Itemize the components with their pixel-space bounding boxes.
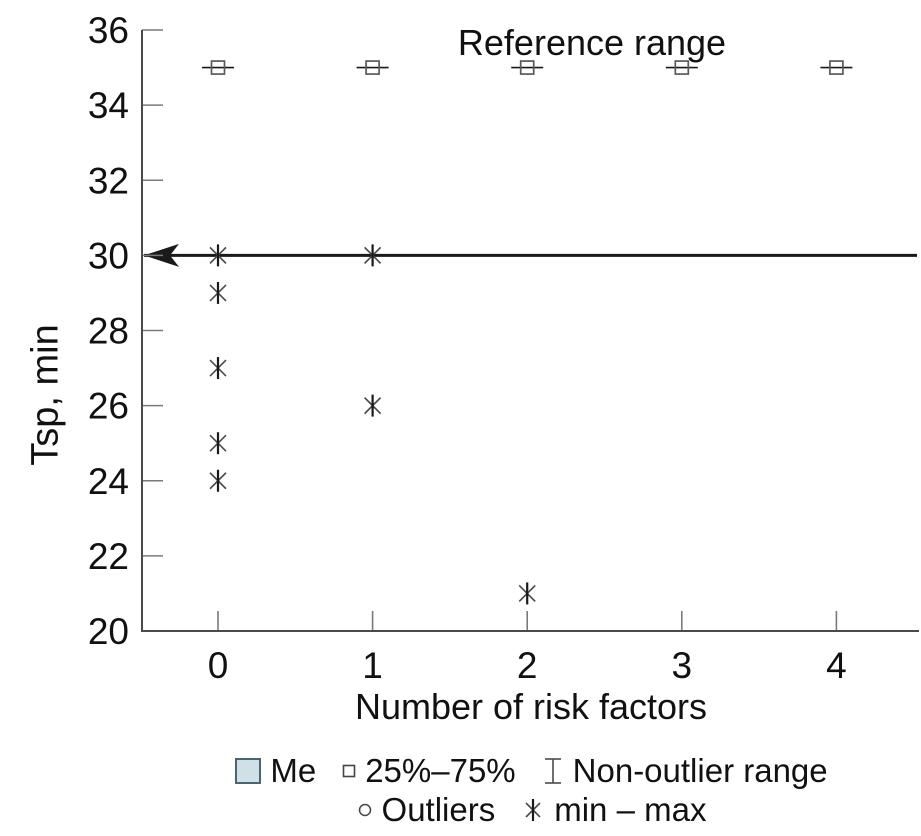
series-square-whisker [202, 60, 853, 75]
y-axis-title: Tsp, min [24, 324, 67, 466]
x-axis-ticks: 0 1 2 3 4 [208, 611, 847, 686]
median-swatch-icon [235, 758, 262, 784]
y-tick-label: 32 [88, 160, 129, 201]
y-axis-ticks: 36 34 32 30 28 26 24 22 20 [88, 10, 163, 652]
legend-row-1: Me 25%–75% Non-outlier range [235, 752, 828, 790]
legend: Me 25%–75% Non-outlier range [142, 752, 921, 829]
legend-row-2: Outliers min – max [357, 791, 706, 829]
circle-icon [357, 802, 373, 818]
legend-item-minmax: min – max [521, 791, 706, 829]
legend-item-outliers: Outliers [357, 791, 496, 829]
y-tick-label: 36 [88, 10, 129, 51]
y-tick-label: 30 [88, 235, 129, 276]
legend-label-me: Me [270, 752, 317, 789]
reference-range-label: Reference range [457, 22, 727, 63]
y-tick-label: 34 [88, 85, 129, 126]
y-tick-label: 26 [88, 386, 129, 427]
box-marker [829, 60, 844, 75]
asterisk-icon [521, 797, 545, 823]
legend-label-quartiles: 25%–75% [365, 752, 516, 789]
legend-item-quartiles: 25%–75% [342, 752, 516, 790]
box-marker [674, 60, 690, 75]
x-tick-label: 1 [362, 645, 383, 686]
legend-label-minmax: min – max [554, 791, 707, 828]
legend-item-me: Me [235, 752, 316, 790]
legend-label-outliers: Outliers [381, 791, 496, 828]
y-tick-label: 22 [88, 536, 129, 577]
box-marker [210, 60, 226, 75]
x-tick-label: 4 [826, 645, 847, 686]
box-marker [519, 60, 535, 75]
x-tick-label: 3 [672, 645, 693, 686]
series-asterisk [209, 244, 536, 605]
whisker-icon [542, 756, 564, 786]
x-axis-title: Number of risk factors [354, 686, 708, 727]
y-tick-label: 24 [88, 461, 129, 502]
legend-label-nonoutlier: Non-outlier range [572, 752, 828, 789]
x-tick-label: 0 [208, 645, 229, 686]
box-marker [365, 60, 380, 75]
y-tick-label: 20 [88, 611, 129, 652]
legend-item-nonoutlier: Non-outlier range [542, 752, 828, 790]
open-square-icon [342, 764, 356, 778]
x-tick-label: 2 [517, 645, 538, 686]
y-tick-label: 28 [88, 311, 129, 352]
